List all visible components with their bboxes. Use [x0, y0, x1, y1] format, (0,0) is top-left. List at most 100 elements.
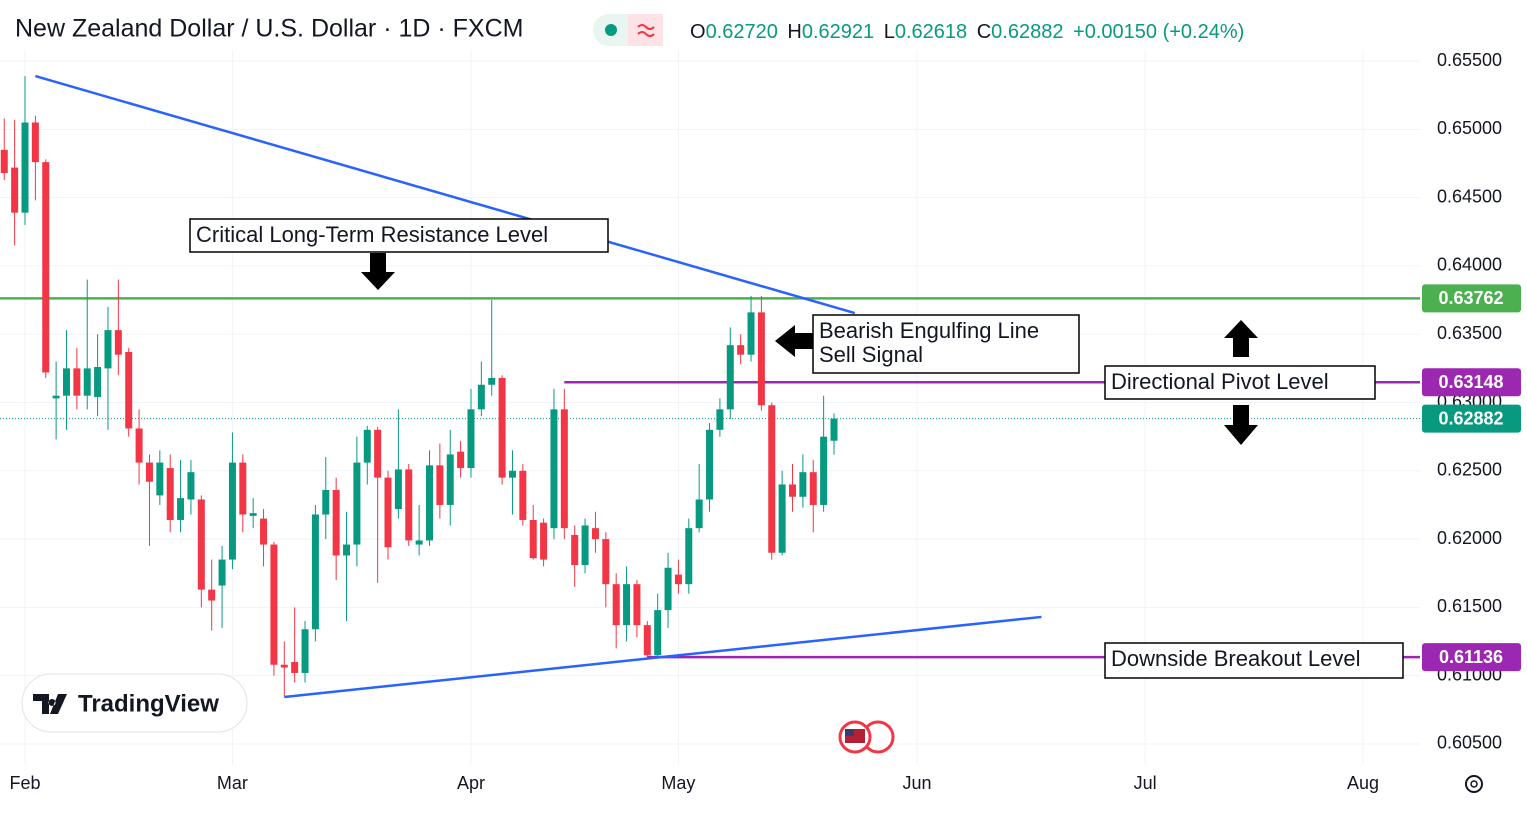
x-tick-label: Jul: [1134, 773, 1157, 793]
candle-body: [519, 470, 527, 520]
candle-body: [623, 584, 631, 626]
price-tag: [1422, 284, 1521, 313]
x-tick-label: Mar: [217, 773, 248, 793]
price-tag: [1422, 404, 1521, 433]
annotation-text: Critical Long-Term Resistance Level: [196, 222, 548, 247]
annotation-text: Downside Breakout Level: [1111, 646, 1360, 671]
price-tag-label: 0.62882: [1438, 408, 1503, 428]
candle-body: [73, 368, 81, 396]
candle-body: [21, 122, 29, 213]
candle-body: [747, 312, 755, 355]
ohlc-key: H: [787, 21, 801, 43]
chart-title: New Zealand Dollar / U.S. Dollar · 1D · …: [15, 15, 523, 43]
price-tag-label: 0.63762: [1438, 288, 1503, 308]
candle-body: [757, 312, 765, 406]
status-icon: [637, 24, 655, 37]
candle-body: [125, 351, 133, 429]
candle-body: [457, 451, 465, 469]
candle-body: [114, 330, 122, 355]
candle-body: [311, 514, 319, 630]
candle-body: [384, 477, 392, 548]
candle-body: [477, 384, 485, 410]
candle-body: [374, 429, 382, 478]
candle-body: [42, 162, 50, 373]
candle-body: [177, 498, 185, 520]
candle-body: [322, 489, 330, 515]
ohlc-key: C: [977, 21, 991, 43]
candle-body: [488, 377, 496, 385]
candle-body: [249, 513, 257, 516]
trendline: [35, 74, 856, 315]
candle-body: [145, 462, 153, 482]
candle-body: [83, 368, 91, 396]
candle-body: [706, 429, 714, 500]
arrow-up: [1224, 320, 1258, 357]
y-tick-label: 0.64000: [1437, 255, 1502, 275]
candle-body: [218, 559, 226, 586]
ohlc-value: 0.62720: [706, 21, 778, 43]
plot-area: [0, 74, 1420, 699]
arrow-down: [1224, 405, 1258, 445]
candle-body: [560, 409, 568, 529]
candle-body: [187, 472, 195, 500]
ohlc-key: O: [690, 21, 706, 43]
candle-body: [135, 428, 143, 463]
price-tag-label: 0.63148: [1438, 372, 1503, 392]
candle-body: [830, 418, 838, 441]
candle-body: [633, 584, 641, 626]
logo-text: TradingView: [78, 690, 219, 717]
annotation-box: [812, 314, 1080, 374]
header-bg: [0, 0, 1420, 50]
ohlc-header: O0.62720 H0.62921 L0.62618 C0.62882 +0.0…: [690, 21, 1244, 43]
candle-body: [799, 472, 807, 497]
candle-body: [446, 454, 454, 505]
candle-body: [737, 345, 745, 355]
y-tick-label: 0.65500: [1437, 50, 1502, 70]
candle-body: [602, 539, 610, 585]
x-tick-label: Jun: [902, 773, 931, 793]
y-tick-label: 0.62000: [1437, 528, 1502, 548]
logo-icon: [33, 694, 67, 714]
candle-body: [768, 405, 776, 553]
candle-body: [291, 662, 299, 673]
candle-body: [809, 472, 817, 505]
candle-body: [498, 377, 506, 478]
annotation-box: [189, 218, 609, 253]
candle-body: [685, 528, 693, 585]
annotation-text: Sell Signal: [819, 342, 923, 367]
price-tag: [1422, 368, 1521, 397]
candle-body: [425, 465, 433, 541]
ohlc-value: 0.62618: [895, 21, 967, 43]
ohlc-value: 0.62882: [991, 21, 1063, 43]
annotation-text: Directional Pivot Level: [1111, 369, 1329, 394]
trendline: [284, 615, 1042, 699]
settings-icon-center: [1470, 780, 1478, 788]
candle-body: [343, 544, 351, 556]
candle-body: [239, 462, 247, 515]
candle-body: [540, 522, 548, 560]
candle-body: [31, 122, 39, 163]
status-pill-right[interactable]: [628, 14, 663, 46]
settings-icon[interactable]: [1465, 775, 1483, 793]
candle-body: [716, 409, 724, 430]
candle-body: [280, 664, 288, 668]
y-tick-label: 0.60500: [1437, 733, 1502, 753]
candle-body: [508, 470, 516, 478]
logo-badge[interactable]: [21, 673, 248, 733]
status-dot: [605, 24, 617, 36]
candle-body: [270, 544, 278, 665]
candle-body: [436, 465, 444, 505]
y-tick-label: 0.61500: [1437, 596, 1502, 616]
x-tick-label: May: [661, 773, 695, 793]
candle-body: [591, 528, 599, 540]
flag-icon: [845, 729, 854, 736]
candle-body: [467, 409, 475, 469]
candle-body: [94, 366, 102, 398]
x-tick-label: Aug: [1347, 773, 1379, 793]
annotation-box: [1104, 365, 1376, 400]
candle-body: [789, 484, 797, 497]
annotation-text: Bearish Engulfing Line: [819, 318, 1039, 343]
y-tick-label: 0.64500: [1437, 186, 1502, 206]
